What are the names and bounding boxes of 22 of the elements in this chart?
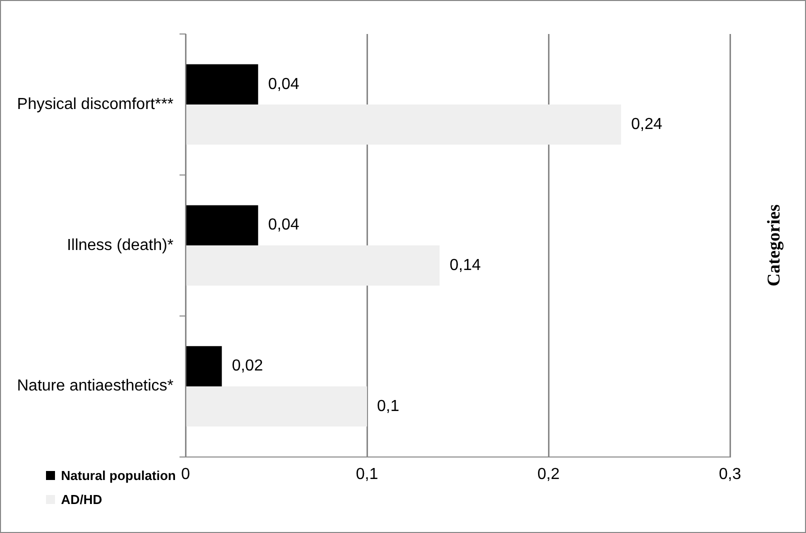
data-label: 0,04 (268, 76, 300, 93)
data-label: 0,14 (450, 256, 481, 274)
y-tick-label: Nature antiaesthetics* (17, 378, 174, 395)
bar (186, 245, 440, 286)
bar (186, 386, 368, 426)
data-label: 0,24 (631, 116, 662, 133)
data-label: 0,1 (377, 398, 400, 415)
y-tick-label: Illness (death)* (66, 236, 174, 254)
data-label: 0,04 (268, 216, 300, 234)
x-tick-label: 0,2 (537, 466, 560, 483)
y-axis-title: Categories (764, 204, 784, 286)
legend-label: AD/HD (61, 492, 102, 506)
x-tick-label: 0,1 (356, 466, 378, 483)
x-tick-label: 0,3 (718, 466, 742, 483)
legend-label: Natural population (61, 468, 176, 482)
x-tick-label: 0 (181, 466, 190, 483)
bar (186, 104, 622, 145)
bar (186, 205, 258, 246)
y-tick-label: Physical discomfort*** (17, 96, 174, 113)
data-label: 0,02 (232, 358, 264, 375)
bar (186, 346, 222, 386)
bar (186, 64, 258, 104)
